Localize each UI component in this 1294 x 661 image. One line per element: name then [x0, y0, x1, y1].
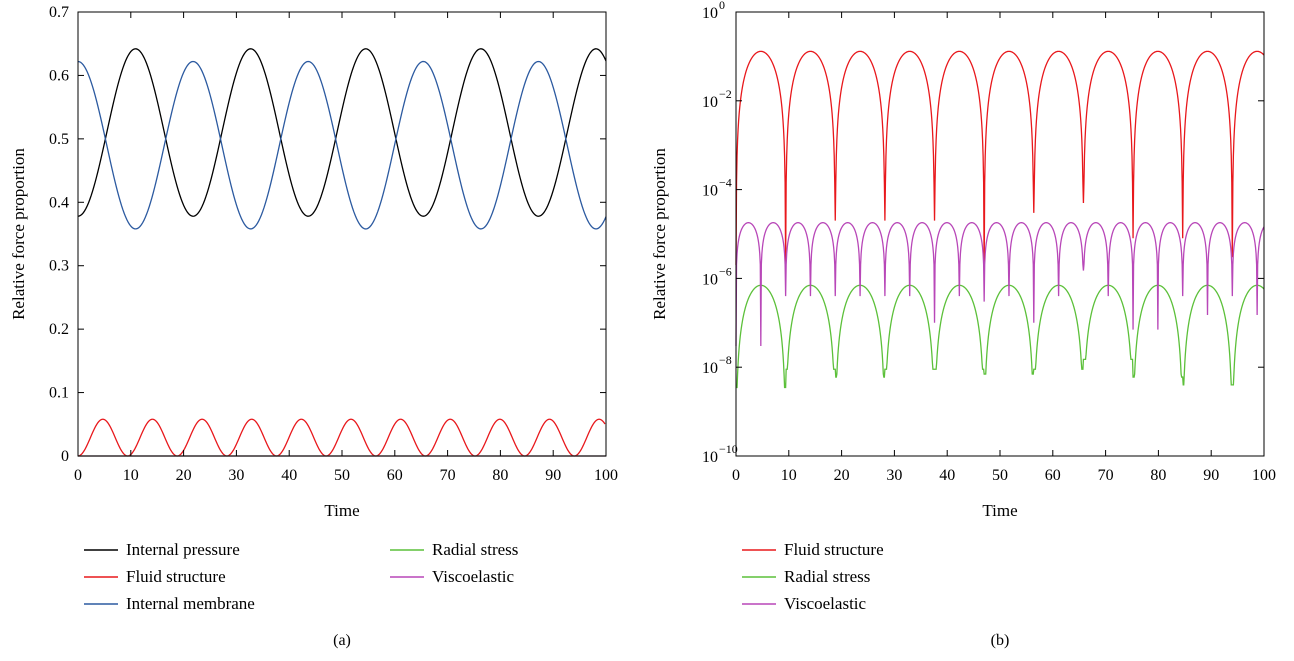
series-line-viscoelastic: [735, 222, 1265, 347]
y-tick-label-base: 10: [702, 94, 718, 111]
x-tick-label: 20: [176, 467, 192, 484]
y-tick-label-base: 10: [702, 449, 718, 466]
y-tick-label: 0.2: [49, 321, 69, 338]
y-tick-label-exponent: −6: [719, 264, 732, 278]
legend-label: Fluid structure: [784, 540, 884, 559]
panel-label-b: (b): [991, 632, 1010, 649]
y-tick-label-base: 10: [702, 271, 718, 288]
y-tick-label-exponent: −10: [719, 442, 738, 456]
y-axis-label-a: Relative force proportion: [9, 148, 28, 320]
series-line-internal-pressure: [77, 48, 607, 217]
y-tick-label: 0.1: [49, 385, 69, 402]
x-tick-label: 80: [492, 467, 508, 484]
y-tick-label-exponent: 0: [719, 0, 725, 12]
x-tick-label: 50: [334, 467, 350, 484]
x-tick-label: 90: [1203, 467, 1219, 484]
series-line-radial-stress: [736, 284, 1265, 389]
y-axis-label-b: Relative force proportion: [650, 148, 669, 320]
plot-frame-b: [735, 11, 1265, 457]
y-tick-label-base: 10: [702, 5, 718, 22]
series-group-b: [735, 50, 1265, 389]
legend-label: Internal membrane: [126, 594, 255, 613]
x-tick-label: 40: [939, 467, 955, 484]
x-tick-label: 0: [74, 467, 82, 484]
legend-label: Radial stress: [784, 567, 870, 586]
x-axis-label-b: Time: [982, 501, 1017, 520]
legend-label: Internal pressure: [126, 540, 240, 559]
y-tick-label: 0.5: [49, 131, 69, 148]
y-tick-label: 0.4: [49, 194, 69, 211]
y-tick-label: 0: [61, 448, 69, 465]
legend-a: Internal pressure Fluid structure Internal…: [84, 540, 518, 613]
x-tick-label: 100: [594, 467, 618, 484]
x-tick-label: 80: [1150, 467, 1166, 484]
series-line-fluid-structure: [77, 418, 606, 457]
x-tick-label: 60: [387, 467, 403, 484]
x-tick-label: 70: [1098, 467, 1114, 484]
y-tick-label-base: 10: [702, 183, 718, 200]
x-tick-label: 50: [992, 467, 1008, 484]
panel-label-a: (a): [333, 632, 351, 649]
x-tick-label: 20: [834, 467, 850, 484]
x-tick-label: 30: [886, 467, 902, 484]
x-axis-label-a: Time: [324, 501, 359, 520]
legend-label: Viscoelastic: [432, 567, 515, 586]
y-tick-label-exponent: −8: [719, 353, 732, 367]
y-tick-label-exponent: −4: [719, 176, 732, 190]
y-tick-label-base: 10: [702, 360, 718, 377]
legend-label: Viscoelastic: [784, 594, 867, 613]
series-line-fluid-structure: [735, 50, 1265, 271]
x-tick-label: 0: [732, 467, 740, 484]
x-tick-label: 100: [1252, 467, 1276, 484]
x-tick-label: 10: [781, 467, 797, 484]
series-line-internal-membrane: [77, 60, 607, 230]
series-group-a: [77, 48, 607, 457]
y-tick-label: 0.3: [49, 258, 69, 275]
y-tick-label: 0.7: [49, 4, 69, 21]
legend-label: Fluid structure: [126, 567, 226, 586]
chart-panel-a: 0 10 20 30 40 50 60 70 80 90 100 0 0.1 0.2 0.3 0.4 0.5 0.…: [9, 4, 618, 649]
y-tick-label-exponent: −2: [719, 87, 732, 101]
x-tick-label: 30: [228, 467, 244, 484]
x-tick-label: 60: [1045, 467, 1061, 484]
x-tick-label: 90: [545, 467, 561, 484]
legend-b: Fluid structure Radial stress Viscoelastic: [742, 540, 884, 613]
x-tick-label: 70: [440, 467, 456, 484]
legend-label: Radial stress: [432, 540, 518, 559]
axis-ticks-a: 0 10 20 30 40 50 60 70 80 90 100 0 0.1 0.2 0.3 0.4 0.5 0.…: [49, 4, 618, 484]
x-tick-label: 10: [123, 467, 139, 484]
x-tick-label: 40: [281, 467, 297, 484]
y-tick-label: 0.6: [49, 67, 69, 84]
